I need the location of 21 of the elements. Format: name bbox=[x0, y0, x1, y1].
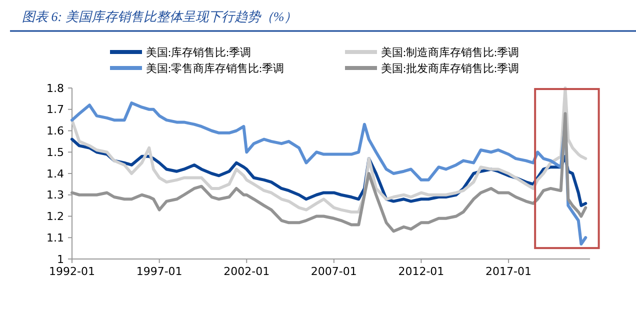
y-tick-label: 1.2 bbox=[46, 210, 64, 224]
y-tick-label: 1.3 bbox=[46, 188, 64, 202]
legend-label: 美国:制造商库存销售比:季调 bbox=[381, 46, 520, 59]
chart-title: 图表 6: 美国库存销售比整体呈现下行趋势（%） bbox=[22, 9, 298, 24]
legend-label: 美国:零售商库存销售比:季调 bbox=[146, 62, 284, 75]
y-tick-label: 1 bbox=[57, 252, 64, 266]
x-tick-label: 2012-01 bbox=[398, 265, 444, 278]
x-tick-label: 1997-01 bbox=[136, 265, 182, 278]
y-tick-label: 1.6 bbox=[46, 124, 64, 138]
y-tick-label: 1.4 bbox=[46, 167, 64, 180]
y-tick-label: 1.7 bbox=[46, 103, 64, 116]
y-tick-label: 1.5 bbox=[46, 146, 64, 159]
x-tick-label: 2002-01 bbox=[224, 265, 270, 278]
x-tick-label: 2017-01 bbox=[486, 265, 532, 278]
y-tick-label: 1.8 bbox=[46, 82, 64, 95]
legend-label: 美国:批发商库存销售比:季调 bbox=[381, 62, 520, 75]
x-tick-label: 2007-01 bbox=[310, 265, 357, 278]
y-tick-label: 1.1 bbox=[46, 231, 64, 244]
legend-label: 美国:库存销售比:季调 bbox=[146, 46, 252, 59]
line-series bbox=[70, 86, 588, 214]
x-tick-label: 1992-01 bbox=[49, 265, 95, 278]
